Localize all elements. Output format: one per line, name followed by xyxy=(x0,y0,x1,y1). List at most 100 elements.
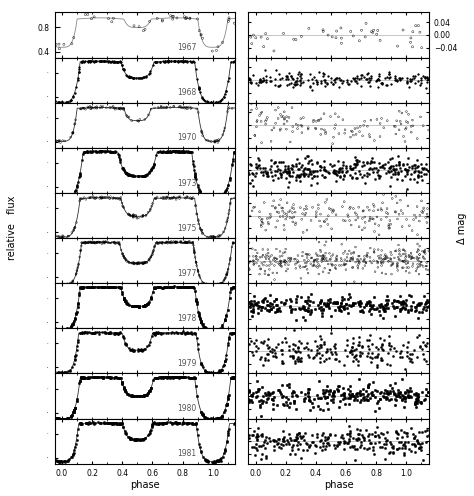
Point xyxy=(188,58,195,65)
Point xyxy=(167,329,174,337)
Point xyxy=(311,124,319,132)
Point xyxy=(192,420,200,428)
Point xyxy=(356,426,364,434)
Point xyxy=(399,176,406,184)
Point xyxy=(378,80,385,88)
Point xyxy=(422,298,429,306)
Point xyxy=(298,454,305,462)
Point xyxy=(392,427,400,434)
Point xyxy=(264,301,272,309)
Point xyxy=(273,208,281,216)
Point xyxy=(394,152,402,160)
Point xyxy=(375,172,383,180)
Point xyxy=(268,389,276,397)
Point xyxy=(228,161,236,169)
Point xyxy=(290,80,298,88)
Point xyxy=(175,419,183,427)
Point xyxy=(367,331,374,339)
Point xyxy=(325,212,332,220)
Point xyxy=(285,403,292,411)
Point xyxy=(187,193,194,201)
Point xyxy=(337,39,345,47)
Point xyxy=(313,117,320,125)
Point xyxy=(143,171,150,179)
Point xyxy=(285,80,292,88)
Point xyxy=(84,238,91,246)
Point xyxy=(64,414,72,422)
Point xyxy=(420,248,428,256)
Point xyxy=(362,387,369,395)
Point xyxy=(59,282,66,290)
Point xyxy=(400,246,408,254)
Point xyxy=(59,325,66,333)
Point xyxy=(156,283,164,291)
Point xyxy=(199,129,206,137)
Point xyxy=(122,169,129,177)
Point xyxy=(278,393,285,401)
Point xyxy=(190,283,197,291)
Point xyxy=(81,373,88,381)
Point xyxy=(104,193,112,201)
Point xyxy=(416,211,424,219)
Point xyxy=(309,298,317,306)
Point xyxy=(214,369,222,376)
Point xyxy=(397,120,405,128)
Point xyxy=(181,58,189,65)
Point xyxy=(281,248,289,256)
Point xyxy=(245,386,253,394)
Point xyxy=(181,283,189,291)
Point xyxy=(90,58,97,65)
Point xyxy=(410,175,418,183)
Point xyxy=(256,401,264,409)
Point xyxy=(280,300,288,308)
Point xyxy=(75,291,83,299)
Point xyxy=(199,191,206,199)
Point xyxy=(161,283,169,291)
Point xyxy=(280,115,288,123)
Point xyxy=(415,392,422,400)
Point xyxy=(383,300,391,308)
Point xyxy=(55,98,63,106)
Point xyxy=(280,437,288,445)
Point xyxy=(414,168,422,176)
Point xyxy=(213,457,221,465)
Point xyxy=(270,400,277,408)
Point xyxy=(105,419,112,427)
Point xyxy=(312,76,320,84)
Point xyxy=(172,147,179,155)
Point xyxy=(257,403,264,411)
Point xyxy=(91,283,98,291)
Point xyxy=(213,415,221,423)
Point xyxy=(129,213,137,221)
Point xyxy=(366,298,374,306)
Point xyxy=(297,170,305,178)
Point xyxy=(196,273,204,281)
Point xyxy=(256,76,264,84)
Point xyxy=(203,414,210,422)
Point xyxy=(118,379,126,387)
Point xyxy=(144,300,152,308)
Point xyxy=(342,168,349,176)
Point xyxy=(381,434,389,442)
Point xyxy=(51,97,58,105)
Point xyxy=(423,258,430,266)
Point xyxy=(95,148,103,156)
Point xyxy=(250,203,257,211)
Point xyxy=(318,125,325,133)
Point xyxy=(247,300,255,308)
Point xyxy=(199,229,206,237)
Point xyxy=(401,304,408,311)
Point xyxy=(339,175,346,183)
Point xyxy=(297,357,305,365)
Point xyxy=(122,256,129,264)
Point xyxy=(310,172,318,180)
Point xyxy=(405,252,413,260)
Point xyxy=(347,77,355,85)
Point xyxy=(167,239,175,247)
Point xyxy=(123,257,130,265)
Point xyxy=(172,238,179,246)
Point xyxy=(340,390,348,398)
Point xyxy=(195,84,202,92)
Point xyxy=(355,333,363,341)
Point xyxy=(395,241,402,249)
